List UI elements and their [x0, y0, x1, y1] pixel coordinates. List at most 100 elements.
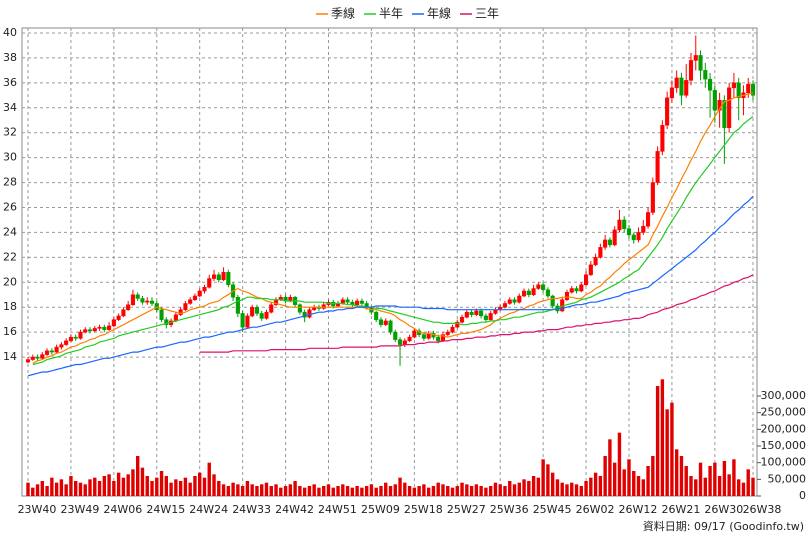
candle-body	[722, 100, 727, 128]
volume-bar	[360, 487, 364, 496]
volume-bar	[512, 484, 517, 496]
volume-bar	[570, 482, 574, 496]
volume-bar	[560, 482, 564, 496]
volume-bar	[403, 482, 407, 496]
volume-bar	[674, 449, 679, 496]
volume-bar	[231, 482, 235, 496]
legend-label: 半年	[379, 7, 403, 21]
candle-body	[459, 316, 465, 323]
legend: 季線 半年 年線 三年	[316, 6, 499, 21]
x-tick-label: 24W06	[103, 503, 142, 516]
candle-body	[197, 290, 202, 297]
x-tick-label: 24W24	[189, 503, 228, 516]
candle-body	[698, 55, 703, 71]
volume-bar	[684, 466, 688, 496]
volume-bar	[450, 487, 455, 496]
candle-body	[436, 336, 441, 342]
volume-bar	[527, 481, 531, 496]
candle-body	[92, 328, 97, 332]
volume-bar	[312, 484, 316, 496]
candle-body	[30, 356, 35, 360]
y2-tick-label: 300,000	[761, 389, 807, 402]
candle-body	[130, 294, 135, 305]
volume-bar	[493, 482, 498, 496]
candle-body	[450, 326, 455, 333]
y-tick-label: 18	[3, 300, 17, 313]
volume-bar	[150, 481, 154, 496]
candle-body	[646, 212, 651, 227]
candle-body	[211, 274, 217, 279]
candle-body	[64, 340, 69, 345]
ma-line	[199, 274, 754, 353]
volume-bar	[436, 482, 440, 496]
volume-bar	[298, 486, 302, 496]
candle-body	[264, 311, 269, 319]
candle-body	[359, 300, 364, 304]
y-tick-label: 38	[3, 51, 17, 64]
volume-bar	[26, 482, 30, 496]
candle-body	[593, 257, 598, 266]
candle-body	[111, 319, 116, 327]
y2-tick-label: 250,000	[761, 406, 807, 419]
ma-line	[32, 116, 754, 366]
volume-bar	[40, 481, 45, 496]
candle-body	[245, 315, 250, 328]
volume-bar	[579, 486, 583, 496]
volume-bar	[441, 484, 445, 496]
volume-bar	[226, 486, 231, 496]
volume-bar	[136, 456, 140, 496]
volume-bar	[97, 481, 102, 496]
x-tick-label: 26W12	[619, 503, 658, 516]
volume-bar	[703, 477, 708, 496]
volume-bar	[83, 484, 87, 496]
volume-bar	[73, 481, 78, 496]
volume-bar	[279, 487, 283, 496]
x-tick-label: 25W18	[404, 503, 443, 516]
ma-line	[27, 195, 754, 377]
candle-body	[564, 292, 570, 300]
volume-bar	[350, 487, 355, 496]
volume-bar	[250, 484, 254, 496]
candle-body	[302, 311, 307, 318]
candle-body	[469, 311, 474, 315]
legend-label: 三年	[475, 7, 499, 21]
y-tick-label: 30	[3, 151, 17, 164]
volume-bar	[188, 482, 192, 496]
volume-bar	[627, 459, 631, 496]
volume-bar	[727, 474, 731, 496]
candle-body	[455, 321, 460, 328]
candle-body	[746, 83, 751, 94]
plot-frame	[21, 27, 758, 497]
candle-body	[397, 339, 403, 345]
volume-bar	[746, 469, 750, 496]
candle-body	[374, 311, 379, 320]
volume-bar	[307, 486, 312, 496]
candle-body	[126, 304, 131, 310]
candle-body	[83, 329, 88, 333]
volume-bar	[603, 456, 607, 496]
y-tick-label: 28	[3, 176, 17, 189]
volume-bar	[374, 487, 378, 496]
volume-bar	[78, 482, 83, 496]
candle-body	[688, 60, 694, 81]
candle-body	[531, 288, 536, 295]
y2-tick-label: 0	[799, 489, 806, 502]
volume-bar	[245, 481, 250, 496]
candle-body	[526, 290, 531, 295]
volume-bar	[431, 486, 436, 496]
candle-body	[240, 313, 245, 328]
candle-body	[550, 295, 555, 307]
volume-bar	[589, 477, 593, 496]
volume-bar	[517, 482, 521, 496]
candle-body	[59, 344, 64, 348]
candle-body	[660, 124, 665, 152]
volume-bar	[484, 487, 488, 496]
candle-body	[254, 306, 259, 314]
volume-bar	[617, 432, 622, 496]
candle-body	[54, 346, 59, 353]
volume-bar	[651, 456, 655, 496]
candle-body	[73, 336, 78, 339]
candle-body	[708, 78, 713, 91]
candle-body	[145, 300, 150, 303]
y-tick-label: 16	[3, 325, 17, 338]
